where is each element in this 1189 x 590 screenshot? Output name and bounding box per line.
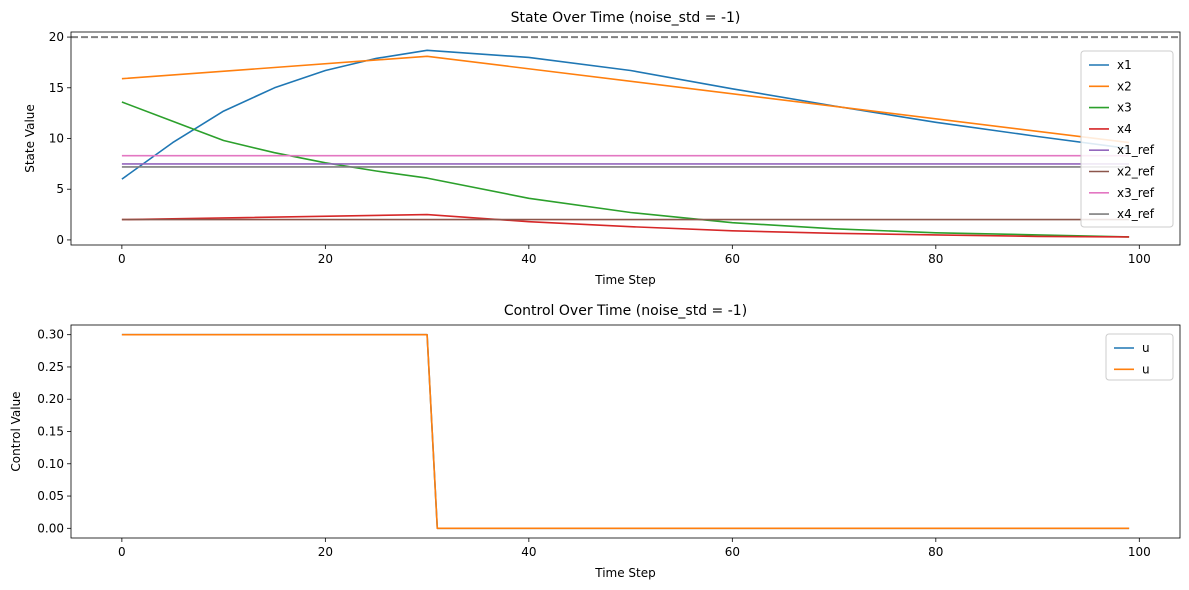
legend-label: u bbox=[1142, 362, 1150, 376]
control-chart: 0 20 40 60 80 100 0.00 0.05 0.10 0.15 0.20 0.25 0.30… bbox=[9, 303, 1181, 580]
x-tick-label: 40 bbox=[521, 545, 536, 559]
x-tick-label: 0 bbox=[118, 252, 126, 266]
y-tick-label: 0.15 bbox=[37, 425, 64, 439]
state-chart: 0 20 40 60 80 100 0 5 10 15 20 State Over Time (noi… bbox=[23, 10, 1181, 287]
y-tick-label: 0.30 bbox=[37, 328, 64, 342]
chart-title: State Over Time (noise_std = -1) bbox=[511, 10, 741, 26]
y-tick-label: 0.00 bbox=[37, 521, 64, 535]
legend-label: x1 bbox=[1117, 58, 1132, 72]
x-tick-label: 40 bbox=[521, 252, 536, 266]
legend-label: x4_ref bbox=[1117, 207, 1155, 221]
y-tick-label: 20 bbox=[49, 30, 64, 44]
legend-label: x3_ref bbox=[1117, 186, 1155, 200]
y-tick-label: 15 bbox=[49, 81, 64, 95]
x-tick-label: 80 bbox=[928, 545, 943, 559]
legend-label: x3 bbox=[1117, 101, 1132, 115]
y-tick-label: 0.05 bbox=[37, 489, 64, 503]
legend-label: x2 bbox=[1117, 79, 1132, 93]
x-tick-label: 0 bbox=[118, 545, 126, 559]
series-line-u-0 bbox=[121, 333, 1130, 530]
x-tick-label: 60 bbox=[725, 545, 740, 559]
y-axis-label: State Value bbox=[23, 104, 37, 173]
series-line-x4 bbox=[121, 213, 1130, 238]
x-axis-label: Time Step bbox=[594, 273, 656, 287]
series-line-x2 bbox=[121, 55, 1130, 144]
x-tick-label: 60 bbox=[725, 252, 740, 266]
x-tick-label: 20 bbox=[318, 252, 333, 266]
series-line-x1 bbox=[121, 49, 1130, 180]
plot-area bbox=[121, 333, 1130, 530]
y-tick-label: 0.25 bbox=[37, 360, 64, 374]
y-tick-label: 0 bbox=[56, 233, 64, 247]
axes-frame bbox=[70, 324, 1181, 539]
y-tick-label: 0.20 bbox=[37, 392, 64, 406]
x-tick-label: 80 bbox=[928, 252, 943, 266]
x-tick-label: 100 bbox=[1128, 252, 1151, 266]
series-line-u-1 bbox=[121, 333, 1130, 530]
y-tick-label: 5 bbox=[56, 182, 64, 196]
legend-box bbox=[1105, 333, 1174, 381]
plot-area bbox=[71, 36, 1180, 238]
legend-label: x2_ref bbox=[1117, 165, 1155, 179]
y-tick-label: 0.10 bbox=[37, 457, 64, 471]
legend-box bbox=[1080, 50, 1174, 228]
x-tick-label: 100 bbox=[1128, 545, 1151, 559]
legend-label: x4 bbox=[1117, 122, 1132, 136]
x-axis-label: Time Step bbox=[594, 566, 656, 580]
y-axis-label: Control Value bbox=[9, 391, 23, 471]
y-tick-label: 10 bbox=[49, 132, 64, 146]
x-tick-label: 20 bbox=[318, 545, 333, 559]
legend: uu bbox=[1105, 333, 1174, 381]
legend-label: x1_ref bbox=[1117, 143, 1155, 157]
series-line-x3 bbox=[121, 101, 1130, 238]
chart-title: Control Over Time (noise_std = -1) bbox=[504, 303, 747, 319]
axes-frame bbox=[70, 31, 1181, 246]
legend-label: u bbox=[1142, 341, 1150, 355]
legend: x1 x2 x3 x4 x1_ref x2_ref x3_ref x4_ref bbox=[1080, 50, 1174, 228]
